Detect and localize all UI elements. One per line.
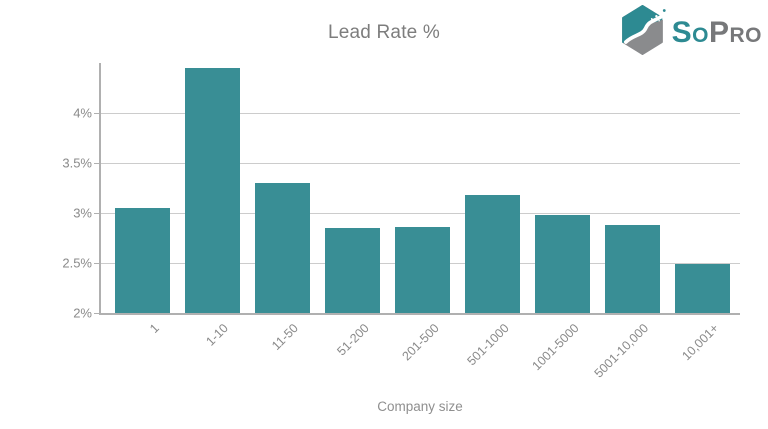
bar-1-10 — [185, 68, 240, 313]
gridline — [100, 213, 740, 214]
y-axis-tick-label: 4% — [73, 105, 92, 121]
x-axis-tick-label: 1 — [146, 321, 162, 336]
y-axis-tick — [94, 263, 100, 264]
y-axis-tick-label: 3.5% — [62, 155, 92, 171]
x-axis-tick-label: 1-10 — [203, 321, 232, 349]
x-axis-tick-label: 201-500 — [399, 321, 442, 364]
sopro-wordmark: SoPro — [671, 15, 762, 49]
gridline — [100, 113, 740, 114]
bar-10,001+ — [675, 264, 730, 313]
bar-11-50 — [255, 183, 310, 313]
y-axis-tick-label: 3% — [73, 205, 92, 221]
bar-1001-5000 — [535, 215, 590, 313]
x-axis-tick-label: 5001-10,000 — [591, 321, 652, 381]
sopro-logo: SoPro — [619, 5, 762, 60]
x-axis-title: Company size — [377, 399, 463, 414]
y-axis-line — [99, 63, 101, 313]
y-axis-tick-label: 2.5% — [62, 255, 92, 271]
x-axis-tick-label: 51-200 — [333, 321, 372, 359]
y-axis-tick — [94, 313, 100, 314]
y-axis-tick — [94, 213, 100, 214]
x-axis-tick-label: 501-1000 — [464, 321, 512, 369]
bar-5001-10,000 — [605, 225, 660, 313]
gridline — [100, 163, 740, 164]
y-axis-tick — [94, 113, 100, 114]
x-axis-tick-label: 1001-5000 — [529, 321, 582, 374]
bar-51-200 — [325, 228, 380, 313]
x-axis-tick-label: 10,001+ — [679, 321, 722, 364]
y-axis-tick-label: 2% — [73, 305, 92, 321]
sopro-hexagon-icon — [619, 5, 669, 60]
x-axis-line — [99, 313, 740, 315]
chart-title: Lead Rate % — [327, 22, 441, 43]
bar-1 — [115, 208, 170, 313]
bar-501-1000 — [465, 195, 520, 313]
y-axis-tick — [94, 163, 100, 164]
x-axis-tick-label: 11-50 — [269, 321, 302, 353]
bar-201-500 — [395, 227, 450, 313]
